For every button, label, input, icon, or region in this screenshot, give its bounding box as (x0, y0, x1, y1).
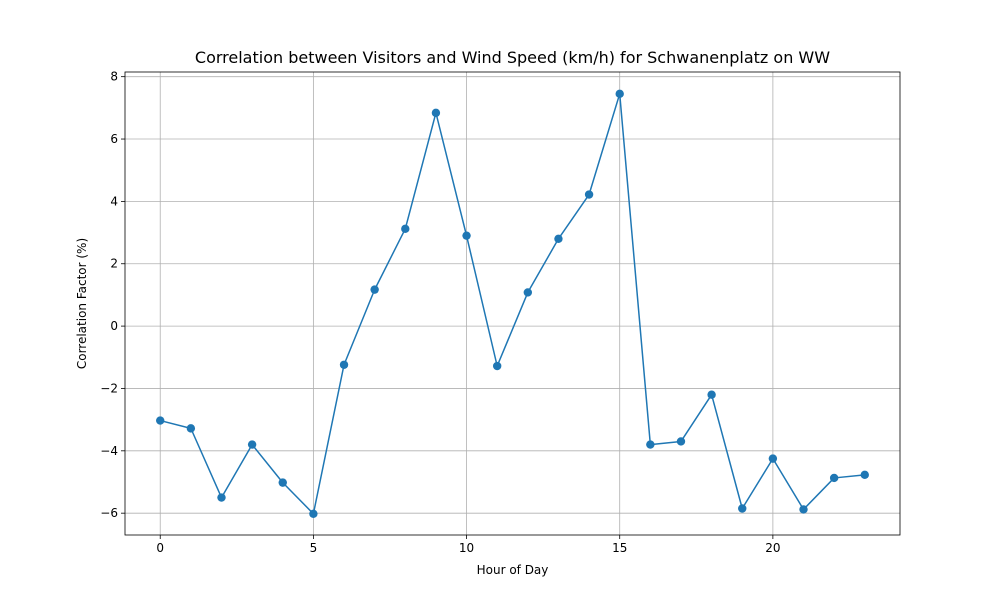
data-point (247, 440, 257, 449)
data-point (829, 473, 839, 483)
data-point (431, 108, 441, 118)
series-line (160, 93, 865, 515)
x-tick-label: 10 (459, 541, 474, 555)
data-point (615, 89, 624, 99)
data-point (370, 285, 379, 294)
data-point (738, 504, 747, 513)
x-tick-label: 20 (765, 541, 780, 555)
y-tick-label: 2 (110, 257, 118, 271)
data-point (401, 224, 410, 234)
data-point (860, 470, 869, 480)
data-point (462, 231, 471, 240)
y-tick-label: 0 (110, 319, 118, 333)
data-point (554, 234, 563, 244)
data-point (799, 505, 808, 514)
data-point (492, 361, 502, 371)
data-point (339, 360, 349, 369)
grid-lines (125, 72, 900, 535)
data-point (186, 424, 196, 433)
data-point (523, 288, 533, 297)
y-tick-label: 4 (110, 194, 118, 208)
y-tick-label: −4 (100, 444, 118, 458)
y-tick-label: 8 (110, 70, 118, 84)
x-tick-label: 0 (156, 541, 164, 555)
y-tick-label: 6 (110, 132, 118, 146)
chart-title: Correlation between Visitors and Wind Sp… (195, 48, 830, 67)
data-point (768, 454, 778, 463)
y-axis-ticks: −6 −4 −2 0 2 4 6 8 (100, 70, 125, 520)
data-point (584, 190, 594, 199)
x-tick-label: 15 (612, 541, 627, 555)
data-point (217, 493, 226, 502)
y-axis-label: Correlation Factor (%) (75, 238, 89, 369)
data-point (676, 437, 686, 446)
data-point (309, 509, 318, 518)
x-tick-label: 5 (310, 541, 318, 555)
y-tick-label: −6 (100, 506, 118, 520)
data-point (278, 478, 287, 487)
x-axis-ticks: 0 5 10 15 20 (156, 535, 781, 555)
plot-frame (124, 71, 901, 536)
data-point (646, 440, 655, 449)
y-tick-label: −2 (100, 381, 118, 395)
data-point (707, 390, 716, 399)
data-point (156, 416, 165, 425)
series-layer (156, 89, 869, 518)
x-axis-label: Hour of Day (477, 563, 549, 577)
